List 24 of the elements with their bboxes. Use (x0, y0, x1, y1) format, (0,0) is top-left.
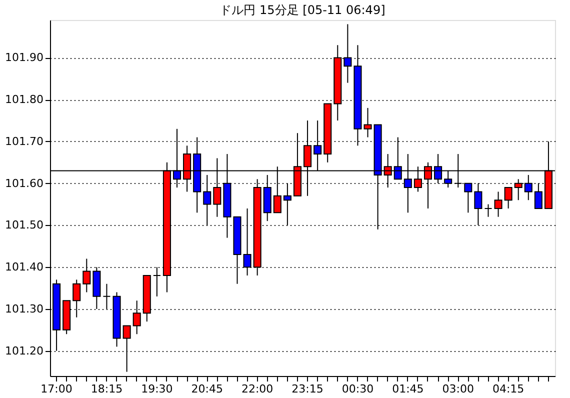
x-tick-label: 23:15 (292, 382, 324, 396)
x-tick-label: 17:00 (40, 382, 72, 396)
candlestick (484, 204, 492, 218)
candlestick (364, 107, 372, 138)
chart-title: ドル円 15分足 [05-11 06:49] (220, 3, 386, 17)
y-tick-label: 101.80 (5, 93, 44, 106)
y-tick-label: 101.60 (5, 176, 44, 190)
candlestick (504, 187, 512, 209)
x-tick-label: 19:30 (141, 382, 173, 396)
x-tick-label: 22:00 (241, 382, 274, 396)
x-tick-label: 18:15 (90, 382, 123, 396)
x-tick-label: 03:00 (442, 382, 474, 396)
y-tick-label: 101.40 (5, 260, 44, 274)
y-tick-label: 101.90 (5, 51, 44, 64)
x-tick-label: 01:45 (392, 382, 424, 396)
x-tick-label: 00:30 (342, 382, 374, 396)
x-tick-label: 04:15 (492, 382, 524, 396)
candlestick (122, 325, 131, 372)
candlestick (494, 191, 502, 218)
y-tick-label: 101.70 (5, 134, 44, 148)
y-tick-label: 101.50 (5, 218, 44, 232)
y-tick-label: 101.20 (5, 344, 44, 358)
x-tick-label: 20:45 (191, 382, 223, 396)
y-tick-label: 101.30 (5, 302, 44, 316)
